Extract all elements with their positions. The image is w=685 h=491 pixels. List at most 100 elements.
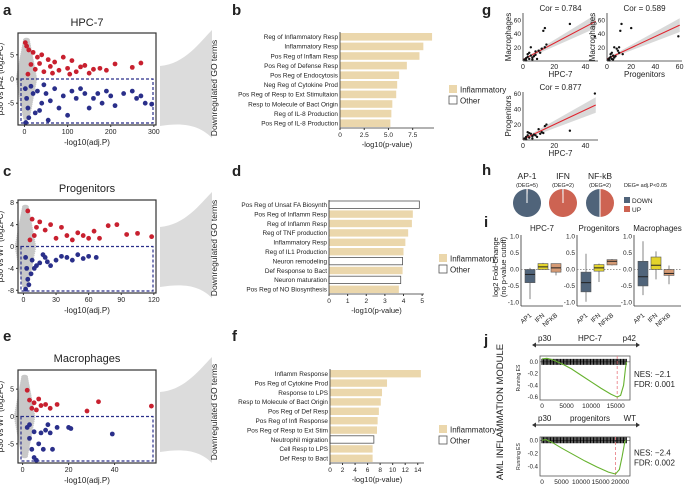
j-right-label: WT xyxy=(624,414,637,423)
c-point-up xyxy=(25,208,31,214)
f-bar xyxy=(330,417,378,425)
e-point-down xyxy=(43,427,48,433)
c-point-up xyxy=(69,237,75,243)
g3-point xyxy=(528,131,531,135)
j-center-label: progenitors xyxy=(570,414,610,423)
c-point-down xyxy=(29,257,35,263)
b-bar xyxy=(340,119,391,127)
j-right-label: p42 xyxy=(623,334,637,343)
a-point-down xyxy=(99,100,105,106)
e-point-up xyxy=(149,403,154,409)
d-xtick-label: 2 xyxy=(364,298,368,305)
f-legend-swatch-inflammatory xyxy=(439,425,447,433)
b-category-label: Pos Reg of Endocytosis xyxy=(270,73,338,80)
h-pies: AP-1 (DEG=5) IFN (DEG=2) NF-kB (DEG=2) DEG= ad… xyxy=(513,171,667,218)
a-point-up xyxy=(30,49,36,55)
b-ylabel: Downregulated GO terms xyxy=(209,40,219,136)
e-point-down xyxy=(29,446,35,452)
i-ytick-label: 1.0 xyxy=(510,234,519,241)
a-point-down xyxy=(69,88,75,94)
d-xtick-label: 3 xyxy=(383,298,387,305)
d-bar xyxy=(328,275,402,285)
g1-title: Cor = 0.784 xyxy=(539,4,582,13)
j-ytick-label: -0.4 xyxy=(528,464,539,470)
g3-correlation: Cor = 0.877 0 20 40 20 40 60 HPC-7 Progenitors xyxy=(504,83,598,158)
f-category-label: Inflamm Response xyxy=(275,371,329,378)
c-xlabel: -log10(adj.P) xyxy=(64,306,110,315)
e-point-up xyxy=(24,387,30,393)
j-xtick-label: 10000 xyxy=(582,403,600,410)
c-xtick-label: 120 xyxy=(148,297,160,304)
g3-xtick-label: 20 xyxy=(550,143,558,150)
g1-point xyxy=(531,58,534,61)
d-bar xyxy=(329,285,399,293)
a-xtick-label: 100 xyxy=(62,129,74,136)
c-ytick-label: 4 xyxy=(10,222,14,229)
j-arrow-left-icon xyxy=(532,422,536,428)
c-xtick-label: 30 xyxy=(52,297,60,304)
f-bar-chart: Inflamm Response Pos Reg of Cytokine Prod… xyxy=(238,369,496,484)
c-point-down xyxy=(48,263,53,269)
a-point-up xyxy=(45,57,51,63)
f-legend-inflammatory: Inflammatory xyxy=(450,426,496,435)
a-point-up xyxy=(86,70,92,76)
e-point-down xyxy=(45,422,51,428)
f-bar xyxy=(330,388,383,397)
f-xtick-label: 0 xyxy=(328,467,332,474)
c-down-highlight-box xyxy=(20,245,154,292)
g3-point xyxy=(531,134,534,138)
c-point-up xyxy=(149,234,155,240)
a-point-down xyxy=(43,91,49,96)
d-xlabel: -log10(p-value) xyxy=(351,306,402,315)
i-ytick-label: 0.5 xyxy=(623,250,632,257)
a-point-down xyxy=(23,120,29,125)
d-fan-wedge xyxy=(160,192,212,298)
c-point-down xyxy=(86,253,92,259)
c-title: Progenitors xyxy=(59,183,116,195)
panel-label-j: j xyxy=(484,332,489,349)
a-point-down xyxy=(134,95,139,101)
f-ylabel: Downregulated GO terms xyxy=(209,364,219,460)
g3-xtick-label: 0 xyxy=(521,143,525,150)
j-xtick-label: 5000 xyxy=(559,403,574,410)
d-bar xyxy=(329,238,406,246)
c-point-up xyxy=(91,228,97,234)
h-pie-subtitle: (DEG=2) xyxy=(589,183,611,189)
g3-xlabel: HPC-7 xyxy=(548,149,573,158)
a-point-down xyxy=(60,93,66,99)
a-ytick-label: 5 xyxy=(10,52,14,59)
c-xtick-label: 0 xyxy=(21,297,25,304)
j-ylabel: Running ES xyxy=(516,364,522,391)
a-point-up xyxy=(50,70,55,76)
g1-point xyxy=(543,26,547,30)
g2-regression-line xyxy=(606,24,680,60)
a-ytick-label: 0 xyxy=(10,77,14,84)
b-bar xyxy=(340,109,392,118)
i-ytick-label: 0.5 xyxy=(510,250,519,257)
b-bar xyxy=(340,61,407,70)
g1-point xyxy=(526,55,529,59)
c-ylabel: p30 vs WT (log2FC) xyxy=(0,210,5,282)
c-point-up xyxy=(80,233,86,238)
f-bar xyxy=(330,398,381,406)
d-bar xyxy=(328,200,420,209)
g2-point xyxy=(629,26,633,30)
g1-point xyxy=(524,57,528,60)
a-point-down xyxy=(47,98,53,104)
b-category-label: Pos Reg of IL-8 Production xyxy=(261,121,338,128)
a-point-down xyxy=(56,105,62,111)
h-pie-slice-up xyxy=(600,189,614,217)
a-point-down xyxy=(104,88,109,94)
f-bar xyxy=(330,407,379,415)
a-point-up xyxy=(82,63,88,68)
a-point-up xyxy=(32,66,38,72)
a-point-down xyxy=(78,86,83,92)
g1-point xyxy=(532,55,536,58)
d-bar xyxy=(328,256,403,266)
g1-point xyxy=(529,54,533,57)
c-point-down xyxy=(28,271,34,277)
d-legend-other: Other xyxy=(450,266,470,275)
a-point-up xyxy=(78,64,83,70)
i-xtick-label: NFKB xyxy=(598,312,616,329)
g1-point xyxy=(537,49,540,52)
